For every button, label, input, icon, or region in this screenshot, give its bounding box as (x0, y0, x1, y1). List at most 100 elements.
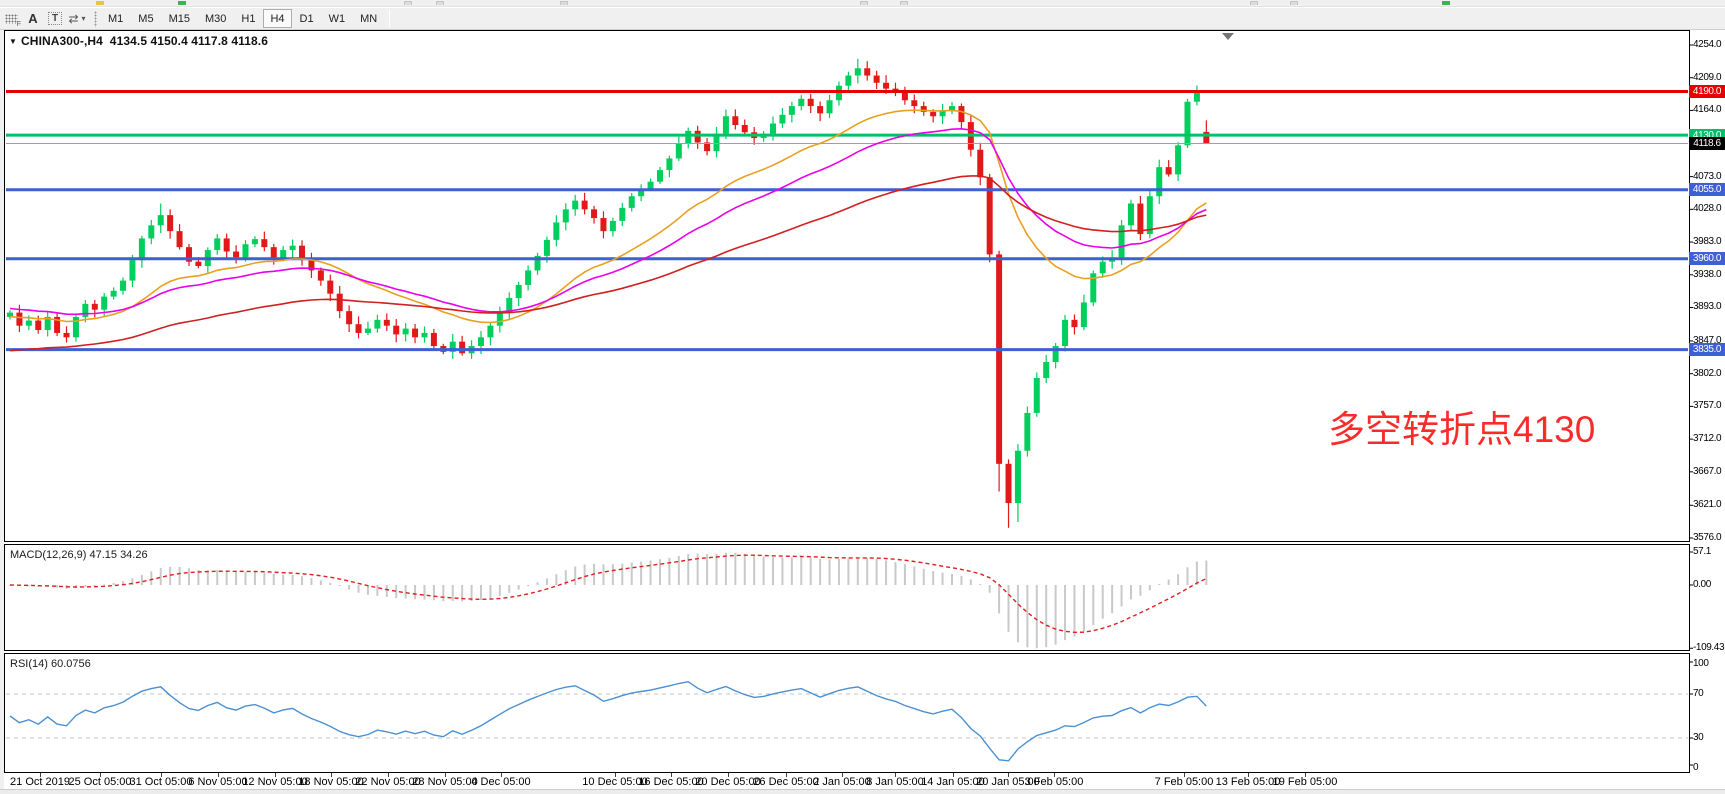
grid-dots-icon (4, 13, 18, 24)
rsi-scale-label: 70 (1693, 688, 1704, 699)
rsi-label: RSI(14) 60.0756 (10, 658, 91, 670)
time-tick-label: 25 Oct 05:00 (68, 776, 132, 788)
rsi-canvas[interactable] (6, 655, 1688, 771)
timeframe-button-m5[interactable]: M5 (138, 12, 154, 25)
line-style-tool-icon[interactable]: ⇄ ▾ (68, 11, 86, 26)
timeframe-button-m1[interactable]: M1 (108, 12, 124, 25)
time-tick (1248, 773, 1249, 777)
time-tick (445, 773, 446, 777)
time-tick (895, 773, 896, 777)
toolbar-fragment (404, 1, 412, 5)
time-tick-label: 20 Dec 05:00 (695, 776, 761, 788)
price-tick-label: 3576.0 (1693, 532, 1722, 543)
time-tick-label: 2 Jan 05:00 (813, 776, 871, 788)
timeframe-button-m30[interactable]: M30 (204, 12, 227, 25)
time-tick-label: 14 Jan 05:00 (921, 776, 985, 788)
price-tick-label: 3847.0 (1693, 335, 1722, 346)
time-tick (728, 773, 729, 777)
time-tick-label: 16 Dec 05:00 (638, 776, 704, 788)
time-tick (218, 773, 219, 777)
time-tick (161, 773, 162, 777)
time-tick (1054, 773, 1055, 777)
time-tick (671, 773, 672, 777)
time-tick-label: 10 Dec 05:00 (582, 776, 648, 788)
toolbar-fragment (436, 1, 444, 5)
timeframe-toolbar: M1 M5 M15 M30 H1 H4 D1 W1 MN (101, 9, 385, 28)
price-tick-label: 3983.0 (1693, 236, 1722, 247)
status-strip (0, 789, 1725, 794)
timeframe-button-m15[interactable]: M15 (168, 12, 190, 25)
time-tick-label: 31 Oct 05:00 (129, 776, 193, 788)
price-tick-label: 3938.0 (1693, 269, 1722, 280)
rsi-scale-label: 0 (1693, 762, 1699, 773)
price-tick-label: 4028.0 (1693, 203, 1722, 214)
font-tool-icon[interactable]: A (28, 11, 38, 26)
main-chart-canvas[interactable] (6, 32, 1688, 540)
time-tick-label: 13 Feb 05:00 (1215, 776, 1281, 788)
time-tick-label: 3 Feb 05:00 (1024, 776, 1084, 788)
toolbar-drag-grip[interactable] (94, 10, 97, 27)
ohlc-values: 4134.5 4150.4 4117.8 4118.6 (109, 34, 268, 48)
time-tick (953, 773, 954, 777)
toolbar-fragment (560, 1, 568, 5)
time-tick (275, 773, 276, 777)
rsi-scale-label: 100 (1693, 658, 1709, 669)
toolbar-fragment (860, 1, 868, 5)
timeframe-button-h1[interactable]: H1 (241, 12, 256, 25)
time-tick (786, 773, 787, 777)
time-tick-label: 6 Nov 05:00 (188, 776, 248, 788)
chevron-down-icon: ▾ (81, 14, 86, 23)
toolbar-fragment (900, 1, 908, 5)
time-tick-label: 7 Feb 05:00 (1154, 776, 1214, 788)
toolbar: F A T ⇄ ▾ M1 M5 M15 M30 H1 H4 D1 W1 MN (0, 8, 1725, 30)
time-tick (388, 773, 389, 777)
price-level-badge: 4190.0 (1689, 85, 1725, 98)
price-tick-label: 3802.0 (1693, 368, 1722, 379)
price-level-badge: 3835.0 (1689, 343, 1725, 356)
time-tick (331, 773, 332, 777)
symbol-name: CHINA300-,H4 (21, 34, 103, 48)
time-tick-label: 28 Nov 05:00 (412, 776, 478, 788)
toolbar-overflow-strip (0, 0, 1725, 7)
macd-canvas[interactable] (6, 546, 1688, 649)
price-tick-label: 4254.0 (1693, 39, 1722, 50)
time-tick-label: 26 Dec 05:00 (753, 776, 819, 788)
time-tick-label: 21 Oct 2019 (10, 776, 70, 788)
time-tick-label: 19 Feb 05:00 (1272, 776, 1338, 788)
timeframe-button-d1[interactable]: D1 (299, 12, 314, 25)
timeframe-button-w1[interactable]: W1 (328, 12, 346, 25)
rsi-scale-label: 30 (1693, 732, 1704, 743)
time-tick-label: 8 Jan 05:00 (866, 776, 924, 788)
toolbar-fragment (1290, 1, 1298, 5)
timeframe-button-h4[interactable]: H4 (263, 9, 292, 28)
price-tick-label: 3757.0 (1693, 400, 1722, 411)
time-tick (100, 773, 101, 777)
macd-scale-label: 0.00 (1693, 579, 1711, 590)
price-level-badge: 4118.6 (1689, 137, 1725, 150)
toolbar-fragment (1250, 1, 1258, 5)
timeframe-button-mn[interactable]: MN (360, 12, 378, 25)
toolbar-fragment-green-icon (178, 1, 186, 5)
macd-scale-label: 57.1 (1693, 546, 1711, 557)
text-label-tool-icon[interactable]: T (45, 10, 65, 28)
time-tick-label: 22 Nov 05:00 (355, 776, 421, 788)
time-tick (1305, 773, 1306, 777)
time-tick (842, 773, 843, 777)
time-tick-label: 20 Jan 05:00 (976, 776, 1040, 788)
chart-title: ▼ CHINA300-,H4 4134.5 4150.4 4117.8 4118.… (9, 34, 268, 48)
price-tick-label: 3621.0 (1693, 499, 1722, 510)
macd-scale-label: -109.43 (1693, 642, 1725, 653)
price-tick-label: 3712.0 (1693, 433, 1722, 444)
price-tick-label: 4209.0 (1693, 72, 1722, 83)
time-tick (615, 773, 616, 777)
annotation-text: 多空转折点4130 (1328, 409, 1596, 450)
toolbar-separator (389, 9, 391, 28)
price-tick-label: 3667.0 (1693, 466, 1722, 477)
grid-properties-icon[interactable]: F (1, 10, 21, 28)
toolbar-fragment-green-icon (1442, 1, 1450, 5)
window-left-gutter (0, 30, 4, 794)
symbol-dropdown-icon[interactable]: ▼ (9, 37, 18, 46)
time-axis[interactable]: 21 Oct 2019 25 Oct 05:00 31 Oct 05:00 6 Nov… (4, 773, 1690, 789)
time-tick-label: 12 Nov 05:00 (242, 776, 308, 788)
